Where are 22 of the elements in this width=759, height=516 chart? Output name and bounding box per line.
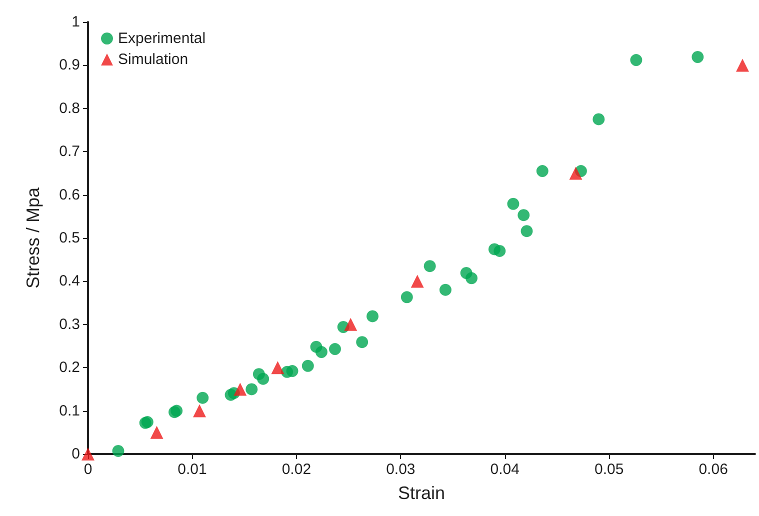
x-tick-label: 0.02 — [282, 461, 312, 478]
y-tick-label: 0.1 — [59, 402, 80, 420]
y-tick-label: 0 — [72, 446, 80, 462]
legend-label: Simulation — [118, 51, 188, 68]
y-tick-label: 0.9 — [59, 56, 80, 74]
x-tick-label: 0.06 — [698, 461, 728, 478]
y-axis-title: Stress / Mpa — [23, 186, 43, 289]
x-axis-title: Strain — [398, 483, 446, 503]
y-tick-label: 0.2 — [59, 359, 80, 376]
y-tick-label: 0.7 — [59, 143, 80, 160]
x-tick-label: 0.04 — [490, 461, 520, 478]
y-tick-label: 0.8 — [59, 100, 80, 117]
x-tick-label: 0.03 — [386, 461, 416, 478]
legend-label: Experimental — [118, 30, 206, 47]
y-tick-label: 0.3 — [59, 316, 80, 333]
x-tick-label: 0 — [84, 461, 92, 478]
x-tick-label: 0.05 — [594, 461, 624, 478]
y-tick-label: 0.6 — [59, 186, 80, 204]
y-tick-label: 0.4 — [59, 272, 80, 290]
y-tick-label: 1 — [72, 14, 80, 30]
x-tick-label: 0.01 — [178, 461, 207, 478]
y-tick-label: 0.5 — [59, 230, 80, 246]
